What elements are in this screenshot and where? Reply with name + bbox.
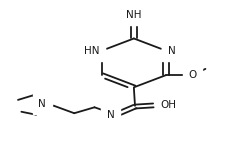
Text: OH: OH — [160, 100, 176, 110]
Text: NH: NH — [126, 10, 142, 20]
Text: N: N — [38, 99, 46, 109]
Text: HN: HN — [84, 46, 99, 56]
Text: O: O — [188, 70, 196, 80]
Text: N: N — [107, 110, 115, 120]
Text: N: N — [168, 46, 176, 56]
